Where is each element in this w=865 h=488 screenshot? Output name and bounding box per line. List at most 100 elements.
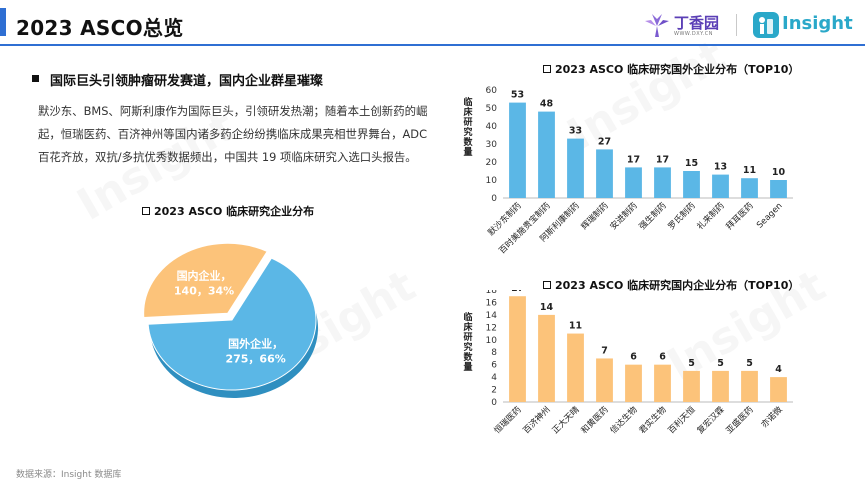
pie-label-domestic: 国内企业，	[177, 269, 232, 283]
y-tick-label: 20	[486, 158, 498, 168]
bar	[596, 149, 613, 198]
page-title: 2023 ASCO总览	[16, 16, 184, 40]
y-tick-label: 10	[486, 336, 498, 346]
pie-value-foreign: 275，66%	[225, 353, 285, 366]
bar	[538, 111, 555, 198]
y-tick-label: 18	[486, 290, 498, 296]
pie-slice-foreign	[147, 257, 317, 391]
bar	[567, 138, 584, 198]
y-tick-label: 6	[491, 361, 497, 371]
bar	[741, 370, 758, 402]
category-label: 和黄医药	[579, 404, 611, 436]
y-tick-label: 16	[486, 298, 498, 308]
category-label: 百利天恒	[666, 404, 698, 436]
title-box-icon	[543, 281, 551, 289]
bar	[683, 171, 700, 198]
bar-value-label: 4	[775, 364, 782, 375]
foreign-chart-ylabel: 临床研究数量	[463, 98, 473, 158]
bar-value-label: 17	[511, 290, 524, 294]
y-tick-label: 50	[486, 104, 498, 114]
category-label: 亚盛医药	[724, 404, 756, 436]
bar-value-label: 11	[743, 165, 756, 176]
bar-value-label: 15	[685, 158, 698, 169]
category-label: 正大天晴	[550, 404, 582, 436]
bar-value-label: 5	[717, 358, 724, 369]
pie-label-foreign: 国外企业，	[228, 337, 283, 351]
bar-value-label: 13	[714, 162, 727, 173]
bar-value-label: 14	[540, 302, 554, 313]
bar	[509, 102, 526, 198]
pie-chart-title-text: 2023 ASCO 临床研究企业分布	[154, 205, 315, 218]
bar-value-label: 11	[569, 321, 582, 332]
category-label: Seagen	[755, 201, 785, 231]
category-label: 复宏汉霖	[695, 404, 727, 436]
category-label: 百济神州	[521, 404, 553, 436]
bar-value-label: 7	[601, 345, 608, 356]
y-tick-label: 4	[491, 373, 497, 383]
y-tick-label: 40	[486, 122, 498, 132]
category-label: 信达生物	[608, 404, 640, 436]
category-label: 辉瑞制药	[579, 200, 611, 232]
y-tick-label: 60	[486, 86, 498, 96]
bar-value-label: 17	[656, 154, 669, 165]
bar-value-label: 5	[688, 358, 695, 369]
bar	[712, 370, 729, 402]
insight-logo-text: Insight	[782, 13, 853, 34]
domestic-bar-chart: 0 2 4 6 8 10 12 14 16 18 17 恒瑞医药 14 百济神州 11 正大天晴 7 和黄医药 6 信…	[486, 290, 793, 436]
bar-value-label: 27	[598, 136, 611, 147]
category-label: 亦诺微	[759, 404, 785, 430]
bar	[596, 358, 613, 402]
category-label: 拜耳医药	[724, 200, 756, 232]
y-tick-label: 8	[491, 348, 497, 358]
bar	[770, 377, 787, 402]
bar	[625, 167, 642, 198]
bar	[654, 364, 671, 402]
bar	[654, 167, 671, 198]
dxy-logo: 丁香园 WWW.DXY.CN	[642, 10, 742, 40]
insight-logo: Insight	[752, 9, 864, 39]
category-label: 恒瑞医药	[492, 404, 524, 436]
dxy-flower-icon	[645, 14, 669, 37]
y-tick-label: 0	[491, 398, 497, 408]
pie-chart-title: 2023 ASCO 临床研究企业分布	[142, 203, 314, 219]
bar	[567, 333, 584, 402]
bar-value-label: 53	[511, 90, 524, 101]
category-label: 礼来制药	[695, 200, 727, 232]
bar	[538, 314, 555, 402]
bar-value-label: 6	[630, 352, 637, 363]
category-label: 安进制药	[608, 200, 640, 232]
section-heading: 国际巨头引领肿瘤研发赛道，国内企业群星璀璨	[50, 74, 324, 89]
foreign-chart-title: 2023 ASCO 临床研究国外企业分布（TOP10）	[543, 61, 799, 77]
category-label: 君实生物	[637, 404, 669, 436]
insight-mark-icon	[753, 12, 779, 38]
bar	[509, 296, 526, 402]
bar	[625, 364, 642, 402]
section-bullet	[32, 75, 39, 82]
bar	[712, 174, 729, 198]
domestic-chart-ylabel: 临床研究数量	[463, 313, 473, 373]
title-box-icon	[543, 65, 551, 73]
foreign-chart-title-text: 2023 ASCO 临床研究国外企业分布（TOP10）	[555, 63, 800, 76]
data-source-note: 数据来源：Insight 数据库	[16, 470, 122, 480]
pie-value-domestic: 140，34%	[174, 285, 234, 298]
y-tick-label: 10	[486, 176, 498, 186]
category-label: 强生制药	[637, 200, 669, 232]
y-tick-label: 30	[486, 140, 498, 150]
domestic-chart-title: 2023 ASCO 临床研究国内企业分布（TOP10）	[543, 277, 799, 293]
bar-value-label: 6	[659, 352, 666, 363]
y-tick-label: 2	[491, 386, 497, 396]
pie-slice-domestic	[143, 242, 268, 319]
bar-value-label: 33	[569, 126, 582, 137]
header-accent	[0, 8, 6, 36]
category-label: 罗氏制药	[666, 200, 698, 232]
bar-value-label: 17	[627, 154, 640, 165]
title-box-icon	[142, 207, 150, 215]
bar-value-label: 48	[540, 99, 554, 110]
bar-value-label: 10	[772, 167, 786, 178]
y-tick-label: 12	[486, 323, 497, 333]
logo-divider	[736, 14, 737, 36]
dxy-logo-url: WWW.DXY.CN	[674, 31, 713, 37]
header: 2023 ASCO总览 丁香园 WWW.DXY.CN Insight	[0, 0, 865, 46]
domestic-chart-title-text: 2023 ASCO 临床研究国内企业分布（TOP10）	[555, 279, 800, 292]
